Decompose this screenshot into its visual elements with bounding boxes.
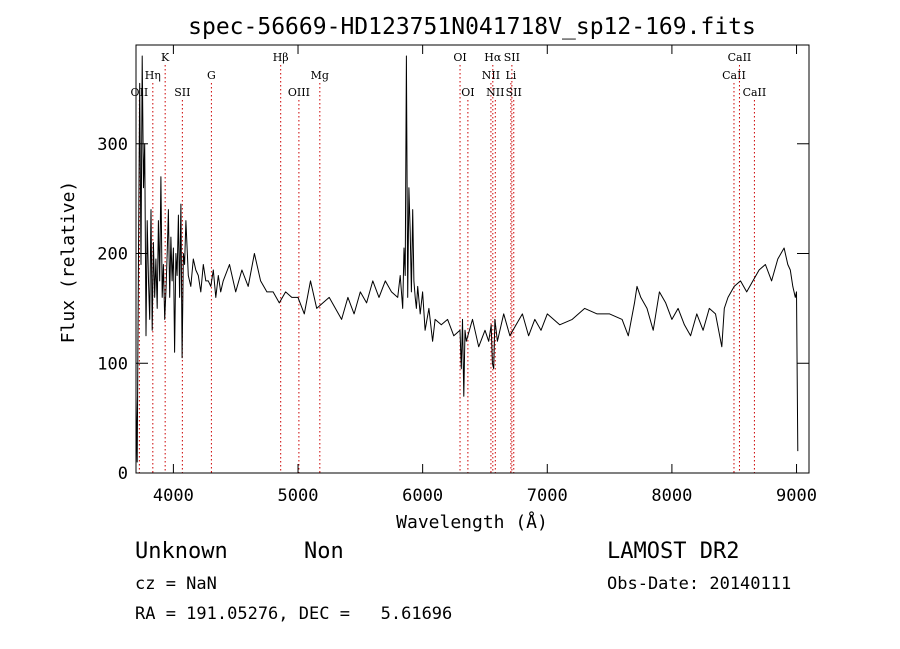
spectral-line-label: Hη [145,69,161,82]
x-tick-label: 4000 [153,486,194,506]
chart-title: spec-56669-HD123751N041718V_sp12-169.fit… [188,14,756,40]
spectral-line-label: CaII [722,69,746,82]
y-tick-label: 300 [97,135,128,155]
x-tick-label: 7000 [527,486,568,506]
spectrum-series-line [135,55,799,463]
x-tick-label: 5000 [278,486,319,506]
y-axis-label: Flux (relative) [58,181,79,344]
y-tick-label: 100 [97,354,128,374]
spectral-line-label: CaII [728,51,752,64]
spectral-line-label: OI [453,51,466,64]
spectral-line-label: Hβ [273,51,289,64]
axes-layer: 4000 5000 6000 7000 8000 9000 0 100 200 300 [97,45,817,506]
spectral-line-markers: OIIHηKSIIGHβOIIIMgOIOINIIHαNIILiSIISIICa… [131,51,767,473]
spectral-line-label: Li [505,69,516,82]
object-class: Unknown [135,539,228,564]
survey-name: LAMOST DR2 [607,539,740,564]
coordinates: RA = 191.05276, DEC = 5.61696 [135,604,453,624]
x-tick-label: 9000 [776,486,817,506]
x-tick-label: 6000 [402,486,443,506]
spectral-line-label: SII [504,51,520,64]
spectral-line-label: SII [506,86,522,99]
spectral-line-label: CaII [743,86,767,99]
y-tick-label: 200 [97,245,128,265]
redshift-value: cz = NaN [135,574,217,594]
spectral-line-label: K [161,51,170,64]
spectral-line-label: Hα [484,51,502,64]
x-tick-label: 8000 [651,486,692,506]
y-tick-label: 0 [118,464,128,484]
spectral-line-label: Mg [311,69,329,82]
plot-frame [135,44,810,474]
object-subclass: Non [304,539,344,564]
spectral-line-label: G [207,69,216,82]
spectral-line-label: NII [482,69,500,82]
observation-date: Obs-Date: 20140111 [607,574,792,594]
x-axis-label: Wavelength (Å) [396,511,548,533]
spectral-line-label: SII [174,86,190,99]
spectral-line-label: NII [486,86,504,99]
spectral-line-label: OI [461,86,474,99]
series-layer [135,55,799,463]
spectral-line-label: OIII [288,86,310,99]
